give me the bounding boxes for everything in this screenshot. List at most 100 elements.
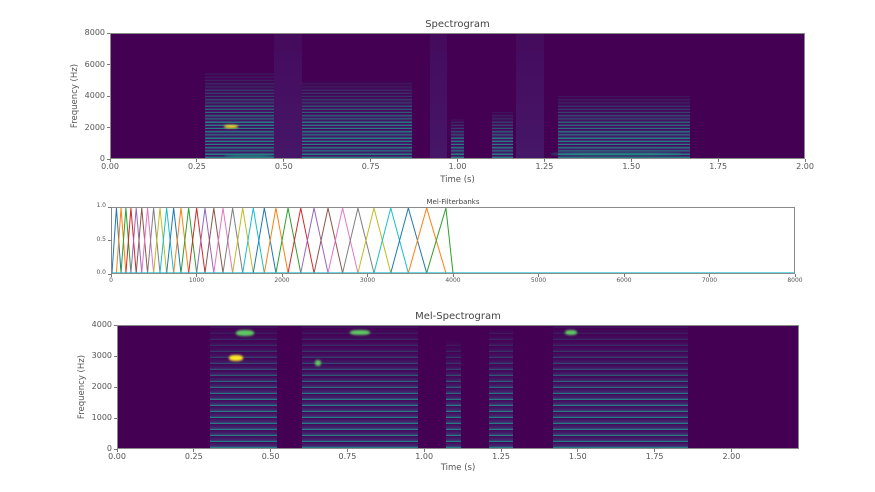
filter-triangle bbox=[222, 208, 244, 273]
y-tick-label: 8000 bbox=[84, 28, 105, 37]
filter-triangle bbox=[300, 208, 329, 273]
spectral-peak bbox=[315, 360, 321, 366]
x-tick-label: 2000 bbox=[274, 277, 290, 284]
filter-triangle bbox=[373, 208, 409, 273]
filter-triangle bbox=[213, 208, 234, 273]
filter-triangle bbox=[188, 208, 206, 273]
y-tick-mark bbox=[107, 127, 110, 128]
x-tick-mark bbox=[452, 274, 454, 277]
x-tick-label: 1.00 bbox=[448, 162, 467, 171]
filter-triangle bbox=[407, 208, 447, 273]
y-tick-label: 2000 bbox=[84, 122, 105, 132]
spectral-peak bbox=[350, 330, 370, 335]
spectral-energy-region bbox=[445, 341, 462, 448]
spectral-energy-region bbox=[301, 80, 413, 158]
y-tick-mark bbox=[114, 448, 117, 450]
x-tick-mark bbox=[423, 449, 425, 452]
spectral-energy-region bbox=[492, 111, 513, 158]
x-tick-label: 1.25 bbox=[535, 162, 554, 171]
x-tick-mark bbox=[577, 449, 579, 452]
x-tick-label: 0.50 bbox=[261, 452, 280, 461]
x-tick-label: 7000 bbox=[701, 277, 718, 284]
x-tick-mark bbox=[654, 449, 656, 452]
x-tick-mark bbox=[730, 449, 732, 452]
filter-triangle bbox=[204, 208, 224, 273]
mel-spectrogram-image bbox=[117, 325, 799, 449]
x-tick-mark bbox=[717, 159, 719, 162]
filter-triangle bbox=[232, 208, 254, 273]
spectral-energy-region bbox=[429, 34, 448, 158]
x-tick-label: 0.00 bbox=[108, 452, 126, 461]
y-tick-mark bbox=[107, 32, 110, 34]
x-tick-mark bbox=[370, 159, 372, 162]
x-tick-label: 1.75 bbox=[645, 452, 664, 461]
filter-triangle bbox=[166, 208, 182, 273]
filter-triangle bbox=[135, 208, 149, 273]
y-tick-mark bbox=[114, 324, 117, 326]
x-tick-label: 0.75 bbox=[338, 452, 357, 461]
spectrogram-xlabel: Time (s) bbox=[440, 175, 475, 185]
x-tick-mark bbox=[500, 449, 502, 452]
y-tick-label: 1000 bbox=[91, 413, 112, 422]
y-tick-label: 0.5 bbox=[96, 235, 106, 243]
filter-triangle bbox=[125, 208, 137, 273]
x-tick-label: 1000 bbox=[188, 277, 205, 284]
x-tick-mark bbox=[196, 274, 197, 277]
x-tick-label: 2.00 bbox=[796, 162, 814, 171]
y-tick-mark bbox=[114, 386, 117, 388]
spectral-energy-region bbox=[209, 326, 278, 448]
y-tick-mark bbox=[114, 355, 117, 357]
x-tick-label: 0.75 bbox=[361, 162, 380, 171]
spectral-energy-region bbox=[557, 96, 690, 158]
x-tick-mark bbox=[709, 274, 710, 277]
spectral-peak bbox=[224, 155, 274, 157]
y-tick-mark bbox=[108, 273, 111, 275]
filter-triangle bbox=[180, 208, 198, 273]
mel-spectrogram-xlabel: Time (s) bbox=[440, 463, 476, 473]
filter-triangle bbox=[390, 208, 428, 273]
mel-spectrogram-title: Mel-Spectrogram bbox=[415, 311, 501, 322]
x-tick-mark bbox=[630, 159, 632, 162]
x-tick-mark bbox=[804, 159, 806, 162]
filter-triangle bbox=[173, 208, 190, 273]
filter-triangle bbox=[313, 208, 344, 273]
filterbank-lines bbox=[112, 208, 794, 273]
y-tick-mark bbox=[107, 95, 110, 97]
spectral-peak bbox=[565, 330, 577, 335]
x-tick-mark bbox=[193, 449, 195, 452]
x-tick-label: 4000 bbox=[445, 277, 461, 284]
mel-filterbanks-title: Mel-Filterbanks bbox=[426, 198, 480, 206]
y-tick-label: 3000 bbox=[91, 351, 112, 360]
x-tick-label: 0.25 bbox=[184, 452, 203, 461]
y-tick-label: 6000 bbox=[84, 59, 105, 69]
filter-triangle bbox=[141, 208, 155, 273]
spectral-energy-region bbox=[320, 326, 419, 448]
y-tick-mark bbox=[107, 158, 110, 160]
x-tick-label: 2.00 bbox=[722, 452, 741, 461]
x-tick-mark bbox=[283, 159, 285, 162]
y-tick-label: 0 bbox=[106, 444, 112, 453]
spectral-peak bbox=[229, 355, 243, 361]
x-tick-mark bbox=[794, 274, 796, 277]
x-tick-mark bbox=[367, 274, 368, 277]
x-tick-mark bbox=[196, 159, 198, 162]
filter-triangle bbox=[112, 208, 122, 273]
spectral-energy-region bbox=[301, 326, 321, 448]
y-tick-label: 2000 bbox=[91, 382, 112, 391]
x-tick-label: 1.25 bbox=[492, 452, 510, 461]
filter-triangle bbox=[327, 208, 359, 273]
filter-triangle bbox=[130, 208, 143, 273]
filter-triangle bbox=[357, 208, 392, 273]
y-tick-mark bbox=[107, 64, 110, 65]
x-tick-label: 6000 bbox=[616, 277, 632, 284]
x-tick-label: 0.50 bbox=[274, 162, 293, 171]
filter-triangle bbox=[147, 208, 161, 273]
filter-triangle bbox=[426, 208, 454, 273]
filter-triangle bbox=[120, 208, 132, 273]
x-tick-mark bbox=[270, 449, 272, 452]
x-tick-label: 8000 bbox=[787, 277, 803, 284]
filter-triangle bbox=[342, 208, 375, 273]
x-tick-label: 3000 bbox=[359, 277, 376, 284]
mel-filterbanks-plot bbox=[111, 207, 795, 274]
y-tick-label: 4000 bbox=[91, 320, 112, 329]
